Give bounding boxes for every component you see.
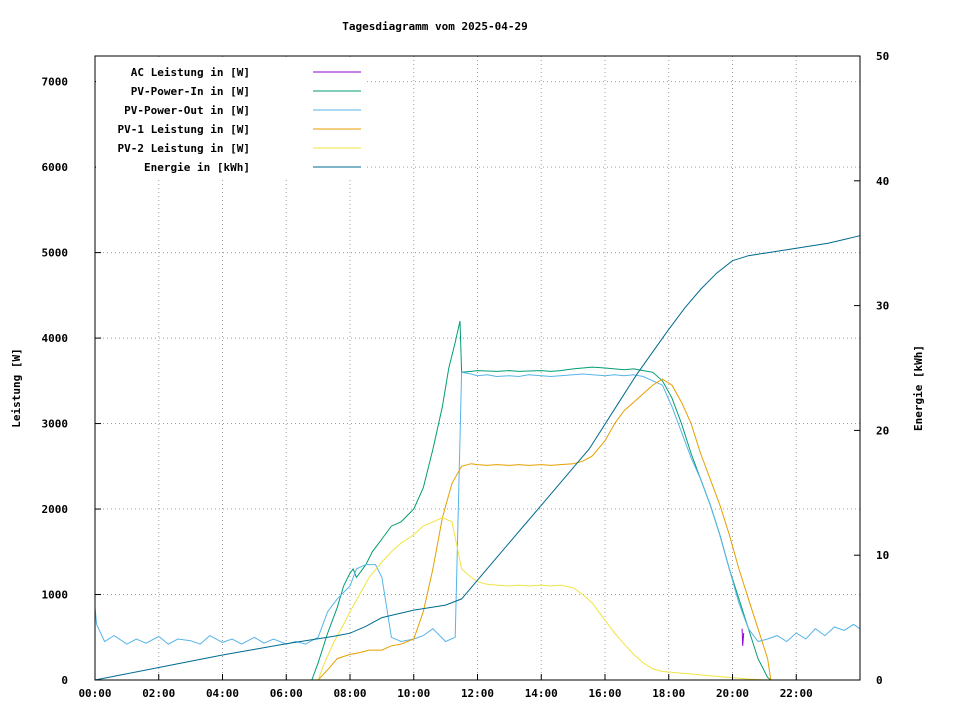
y-axis-title: Leistung [W] [10,348,23,427]
legend-label-3: PV-Power-Out in [W] [124,104,250,117]
x-tick-label: 06:00 [270,687,303,700]
series-line-4 [95,378,772,681]
chart-title: Tagesdiagramm vom 2025-04-29 [342,20,527,33]
legend-label-4: PV-1 Leistung in [W] [118,123,250,136]
series-line-5 [95,517,774,681]
series-line-2 [95,320,772,681]
legend-box [96,58,366,178]
x-tick-label: 00:00 [78,687,111,700]
legend-label-2: PV-Power-In in [W] [131,85,250,98]
y-tick-label: 6000 [42,161,69,174]
y-tick-label: 2000 [42,503,69,516]
x-tick-label: 04:00 [206,687,239,700]
y2-tick-label: 0 [876,674,883,687]
legend-label-6: Energie in [kWh] [144,161,250,174]
y-tick-label: 5000 [42,247,69,260]
x-tick-label: 14:00 [525,687,558,700]
series-line-6 [94,235,861,681]
y2-tick-label: 50 [876,50,889,63]
legend-label-5: PV-2 Leistung in [W] [118,142,250,155]
axes: 00:00 02:00 04:00 06:00 08:00 10:00 12:00 14:00… [42,50,890,700]
y-tick-label: 0 [61,674,68,687]
series-line-1 [741,628,745,646]
y-tick-label: 7000 [42,76,69,89]
x-tick-label: 20:00 [716,687,749,700]
legend: AC Leistung in [W] PV-Power-In in [W] PV-P… [96,58,366,178]
legend-label-1: AC Leistung in [W] [131,66,250,79]
y2-tick-label: 30 [876,300,889,313]
x-tick-label: 02:00 [142,687,175,700]
y2-tick-label: 20 [876,424,889,437]
y2-tick-label: 10 [876,549,889,562]
y-tick-label: 3000 [42,418,69,431]
series-layer [94,235,861,681]
y-tick-label: 4000 [42,332,69,345]
x-tick-label: 12:00 [461,687,494,700]
y2-axis-title: Energie [kWh] [912,345,925,431]
series-line-3 [94,371,861,645]
x-tick-label: 18:00 [652,687,685,700]
x-tick-label: 10:00 [397,687,430,700]
y2-tick-label: 40 [876,175,889,188]
x-tick-label: 16:00 [588,687,621,700]
y-tick-label: 1000 [42,589,69,602]
x-tick-label: 08:00 [333,687,366,700]
x-tick-label: 22:00 [780,687,813,700]
